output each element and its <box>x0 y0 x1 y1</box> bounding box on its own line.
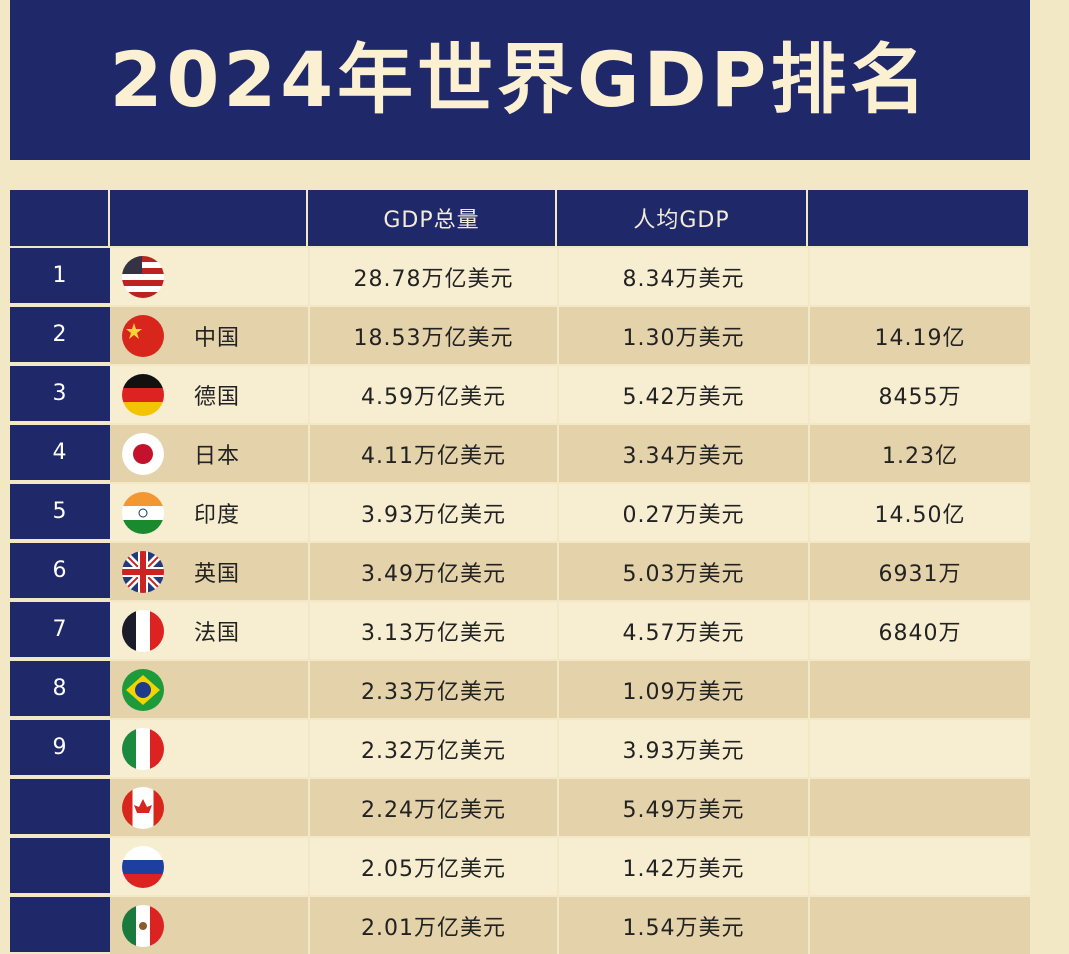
flag <box>122 786 164 829</box>
flag <box>122 550 164 593</box>
flag <box>122 845 164 888</box>
country-name: 中国 <box>194 325 241 351</box>
country: 印度 <box>110 484 308 541</box>
rank <box>10 779 110 836</box>
rank: 6 <box>10 543 110 600</box>
title-banner: 2024年世界GDP排名 <box>10 0 1030 160</box>
country <box>110 248 308 305</box>
country: 中国 <box>110 307 308 364</box>
gdp-total: 2.32万亿美元 <box>308 720 557 777</box>
population: 1.23亿 <box>808 425 1030 482</box>
rank: 3 <box>10 366 110 423</box>
country-name: 日本 <box>194 443 241 469</box>
gdp-per-capita: 1.09万美元 <box>557 661 808 718</box>
rank <box>10 838 110 895</box>
gdp-per-capita: 0.27万美元 <box>557 484 808 541</box>
gdp-per-capita: 3.93万美元 <box>557 720 808 777</box>
country <box>110 897 308 954</box>
rank: 9 <box>10 720 110 777</box>
population <box>808 661 1030 718</box>
population: 6931万 <box>808 543 1030 600</box>
population: 6840万 <box>808 602 1030 659</box>
country: 法国 <box>110 602 308 659</box>
gdp-total: 4.59万亿美元 <box>308 366 557 423</box>
gdp-total: 2.24万亿美元 <box>308 779 557 836</box>
gdp-per-capita: 1.54万美元 <box>557 897 808 954</box>
population <box>808 720 1030 777</box>
country: 德国 <box>110 366 308 423</box>
gdp-per-capita: 5.49万美元 <box>557 779 808 836</box>
rank: 8 <box>10 661 110 718</box>
country <box>110 838 308 895</box>
gdp-per-capita: 8.34万美元 <box>557 248 808 305</box>
country <box>110 779 308 836</box>
population <box>808 897 1030 954</box>
flag <box>122 432 164 475</box>
gdp-total: 3.49万亿美元 <box>308 543 557 600</box>
country-name: 德国 <box>194 384 241 410</box>
gdp-per-capita: 1.42万美元 <box>557 838 808 895</box>
gdp-total: 18.53万亿美元 <box>308 307 557 364</box>
column-header <box>10 190 110 246</box>
rank: 7 <box>10 602 110 659</box>
column-header: GDP总量 <box>308 190 557 246</box>
gdp-per-capita: 3.34万美元 <box>557 425 808 482</box>
flag <box>122 314 164 357</box>
flag <box>122 255 164 298</box>
gdp-total: 4.11万亿美元 <box>308 425 557 482</box>
flag <box>122 609 164 652</box>
title: 2024年世界GDP排名 <box>109 35 931 124</box>
gdp-per-capita: 5.03万美元 <box>557 543 808 600</box>
rank: 5 <box>10 484 110 541</box>
country-name: 法国 <box>194 620 241 646</box>
gdp-total: 2.05万亿美元 <box>308 838 557 895</box>
gdp-total: 3.93万亿美元 <box>308 484 557 541</box>
country: 日本 <box>110 425 308 482</box>
population <box>808 838 1030 895</box>
column-header: 人均GDP <box>557 190 808 246</box>
population <box>808 248 1030 305</box>
population: 8455万 <box>808 366 1030 423</box>
flag <box>122 373 164 416</box>
rank <box>10 897 110 954</box>
rank: 1 <box>10 248 110 305</box>
country <box>110 661 308 718</box>
gdp-total: 3.13万亿美元 <box>308 602 557 659</box>
column-header <box>110 190 308 246</box>
flag <box>122 668 164 711</box>
gdp-per-capita: 5.42万美元 <box>557 366 808 423</box>
population: 14.50亿 <box>808 484 1030 541</box>
gdp-per-capita: 4.57万美元 <box>557 602 808 659</box>
country-name: 印度 <box>194 502 241 528</box>
population <box>808 779 1030 836</box>
country-name: 英国 <box>194 561 241 587</box>
population: 14.19亿 <box>808 307 1030 364</box>
country: 英国 <box>110 543 308 600</box>
gdp-total: 28.78万亿美元 <box>308 248 557 305</box>
rank: 2 <box>10 307 110 364</box>
gdp-per-capita: 1.30万美元 <box>557 307 808 364</box>
country <box>110 720 308 777</box>
flag <box>122 491 164 534</box>
flag <box>122 904 164 947</box>
gdp-total: 2.33万亿美元 <box>308 661 557 718</box>
rank: 4 <box>10 425 110 482</box>
flag <box>122 727 164 770</box>
gdp-total: 2.01万亿美元 <box>308 897 557 954</box>
column-header <box>808 190 1030 246</box>
